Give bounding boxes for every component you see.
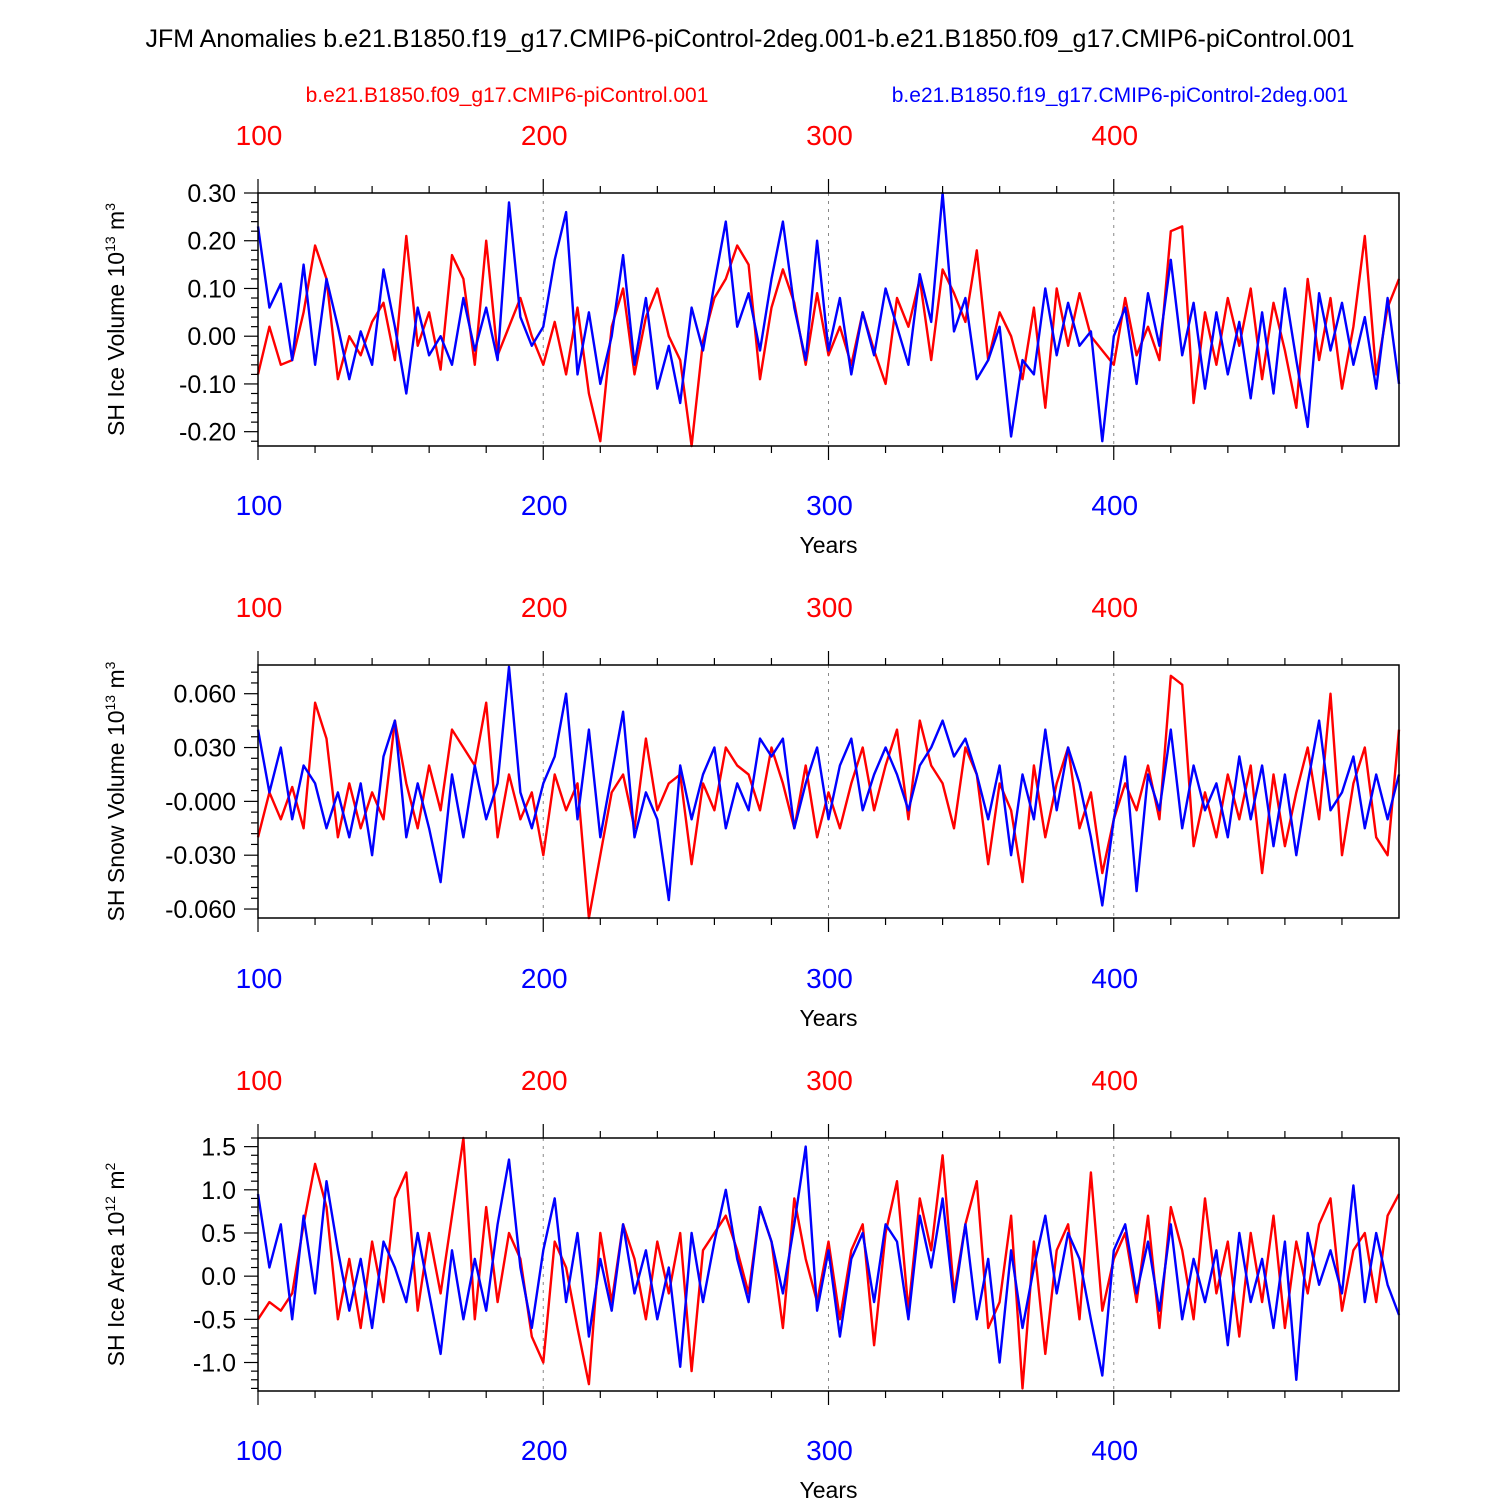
- y-tick-label: 0.0: [201, 1263, 236, 1291]
- x-tick-label-bottom: 300: [806, 490, 853, 521]
- x-tick-label-top: 300: [806, 120, 853, 151]
- y-tick-label: 1.5: [201, 1134, 236, 1162]
- legend-blue-label: b.e21.B1850.f19_g17.CMIP6-piControl-2deg…: [892, 84, 1348, 107]
- y-axis-label: SH Snow Volume 1013 m3: [102, 661, 129, 921]
- y-tick-label: 0.060: [173, 681, 236, 709]
- x-tick-label-top: 200: [521, 592, 568, 623]
- x-axis-label: Years: [800, 532, 858, 558]
- x-tick-label-top: 200: [521, 1065, 568, 1096]
- plot-frame: [257, 192, 1400, 447]
- legend-red-label: b.e21.B1850.f09_g17.CMIP6-piControl.001: [306, 84, 709, 107]
- y-axis-label: SH Ice Area 1012 m2: [102, 1162, 129, 1366]
- x-tick-label-bottom: 300: [806, 963, 853, 994]
- x-tick-label-bottom: 100: [236, 490, 283, 521]
- y-tick-label: 0.5: [201, 1220, 236, 1248]
- x-tick-label-top: 100: [236, 592, 283, 623]
- y-tick-label: -0.030: [165, 842, 236, 870]
- x-tick-label-bottom: 100: [236, 963, 283, 994]
- x-axis-label: Years: [800, 1005, 858, 1031]
- figure-title: JFM Anomalies b.e21.B1850.f19_g17.CMIP6-…: [145, 25, 1354, 53]
- panel-snow-volume: -0.060 -0.030 -0.000 0.030 0.060 100 100 200 200…: [102, 592, 1401, 1031]
- x-tick-label-top: 400: [1091, 120, 1138, 151]
- y-axis-label-superscript: 12: [102, 1196, 118, 1212]
- y-axis-label-superscript: 13: [102, 236, 118, 252]
- y-axis-label-superscript: 3: [102, 203, 118, 211]
- y-axis-label-part: SH Snow Volume 10: [103, 710, 129, 921]
- y-axis-label-part: SH Ice Volume 10: [103, 252, 129, 436]
- series-red-line: [256, 1136, 1401, 1390]
- x-tick-label-top: 300: [806, 592, 853, 623]
- series-blue-line: [256, 191, 1401, 443]
- x-tick-label-bottom: 100: [236, 1435, 283, 1466]
- x-tick-label-top: 400: [1091, 1065, 1138, 1096]
- panel-ice-area: -1.0 -0.5 0.0 0.5 1.0 1.5 100 100 200 200 300 300 40…: [102, 1065, 1401, 1500]
- y-tick-label: 0.00: [187, 323, 236, 351]
- y-tick-label: -0.5: [193, 1306, 236, 1334]
- x-axis-label: Years: [800, 1477, 858, 1500]
- y-axis-label-superscript: 3: [102, 661, 118, 669]
- x-tick-label-top: 400: [1091, 592, 1138, 623]
- x-tick-label-bottom: 400: [1091, 963, 1138, 994]
- panel-ice-volume: -0.20 -0.10 0.00 0.10 0.20 0.30 100 100 200 200 30…: [102, 120, 1401, 558]
- y-axis-label-part: SH Ice Area 10: [103, 1212, 129, 1367]
- series-red-line: [256, 674, 1401, 920]
- y-axis-label-part: m: [103, 211, 129, 237]
- y-tick-label: 0.30: [187, 180, 236, 208]
- y-axis-label-superscript: 2: [102, 1162, 118, 1170]
- y-axis-label-part: m: [103, 669, 129, 695]
- series-blue-line: [256, 1145, 1401, 1382]
- x-tick-label-bottom: 400: [1091, 1435, 1138, 1466]
- x-tick-label-bottom: 300: [806, 1435, 853, 1466]
- y-axis-label: SH Ice Volume 1013 m3: [102, 203, 129, 436]
- y-tick-label: 0.10: [187, 275, 236, 303]
- x-tick-label-bottom: 200: [521, 490, 568, 521]
- x-tick-label-bottom: 200: [521, 963, 568, 994]
- y-tick-label: -0.060: [165, 896, 236, 924]
- y-tick-label: -0.10: [179, 371, 236, 399]
- x-tick-label-top: 300: [806, 1065, 853, 1096]
- y-tick-label: 0.030: [173, 735, 236, 763]
- y-axis-label-superscript: 13: [102, 695, 118, 711]
- x-tick-label-top: 100: [236, 1065, 283, 1096]
- y-axis-label-part: m: [103, 1170, 129, 1196]
- series-red-line: [256, 225, 1401, 448]
- y-tick-label: -0.000: [165, 788, 236, 816]
- x-tick-label-top: 100: [236, 120, 283, 151]
- x-tick-label-bottom: 200: [521, 1435, 568, 1466]
- series-blue-line: [256, 665, 1401, 907]
- plot-frame: [257, 1137, 1400, 1392]
- x-tick-label-bottom: 400: [1091, 490, 1138, 521]
- y-tick-label: -0.20: [179, 419, 236, 447]
- y-tick-label: -1.0: [193, 1350, 236, 1378]
- x-tick-label-top: 200: [521, 120, 568, 151]
- y-tick-label: 1.0: [201, 1177, 236, 1205]
- y-tick-label: 0.20: [187, 228, 236, 256]
